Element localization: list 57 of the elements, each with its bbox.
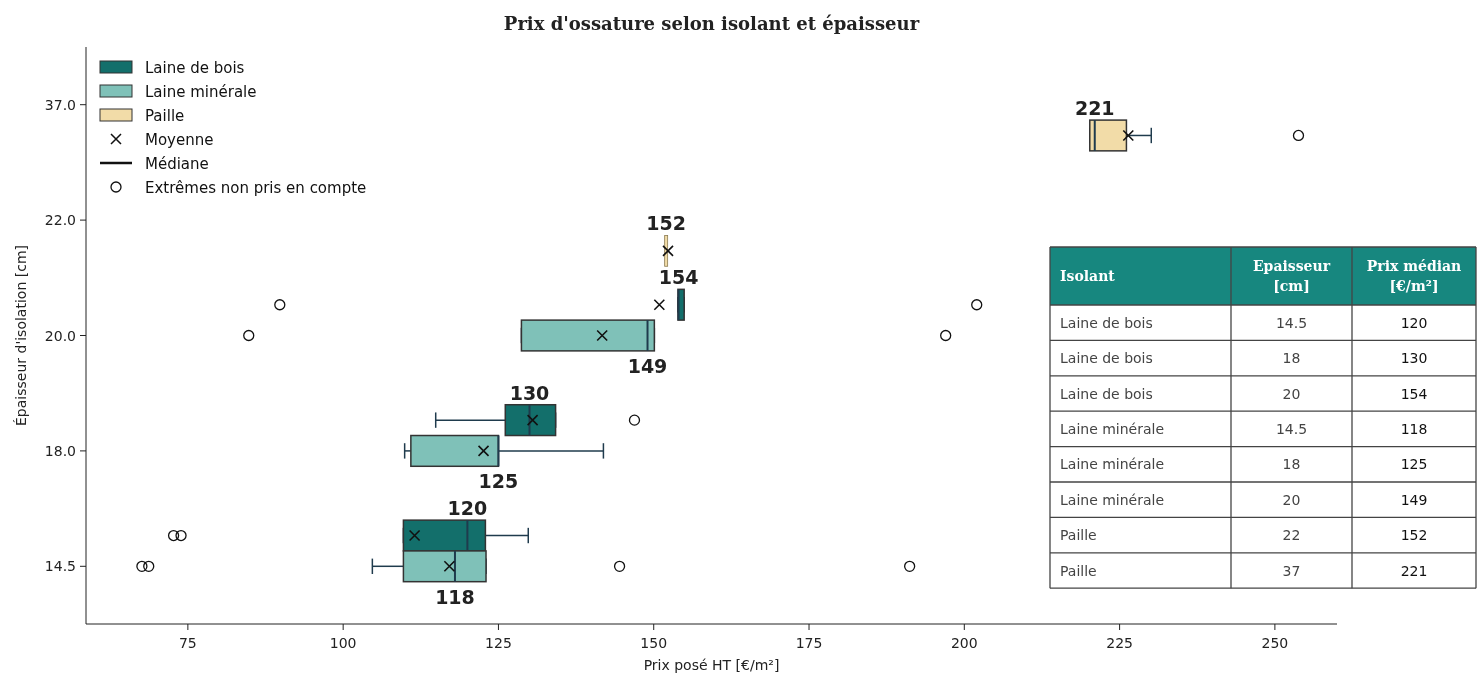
text: 152 <box>646 212 686 235</box>
text: 130 <box>509 381 550 404</box>
text: 120 <box>1400 314 1428 331</box>
legend-label: Paille <box>145 107 185 125</box>
text: 125 <box>478 470 519 493</box>
text: 37 <box>1282 562 1301 579</box>
text: 154 <box>1400 385 1428 402</box>
text: 18 <box>1282 350 1301 367</box>
x-tick-label: 175 <box>795 635 823 651</box>
text: 20 <box>1282 491 1301 508</box>
category-label: Prix médian [€/m²] <box>1366 258 1462 294</box>
x-tick-label: 250 <box>1261 635 1289 651</box>
category-label: Epaisseur [cm] <box>1252 258 1331 294</box>
x-tick-label: 75 <box>178 635 197 651</box>
category-label: Isolant <box>1060 268 1116 284</box>
x-axis-title: Prix posé HT [€/m²] <box>643 657 780 673</box>
x-tick-label: 100 <box>329 635 357 651</box>
text: 221 <box>1074 97 1115 120</box>
text: Laine de bois <box>1060 314 1153 331</box>
text: 118 <box>1400 420 1428 437</box>
text: 130 <box>1400 350 1428 367</box>
x-tick-label: 200 <box>950 635 978 651</box>
y-tick-label: 37.0 <box>44 96 76 113</box>
text: Paille <box>1060 527 1097 544</box>
text: 20 <box>1282 385 1301 402</box>
x-tick-label: 150 <box>640 635 668 651</box>
text: 149 <box>1400 491 1428 508</box>
text: 221 <box>1400 562 1428 579</box>
text: Laine de bois <box>1060 385 1153 402</box>
y-tick-label: 22.0 <box>44 212 76 229</box>
y-tick-label: 14.5 <box>44 558 76 575</box>
text: 149 <box>627 354 668 377</box>
annotation: Moyenne <box>145 131 214 149</box>
text: Laine minérale <box>1060 491 1165 508</box>
chart-title: Prix d'ossature selon isolant et épaisseur <box>503 13 920 34</box>
x-tick-label: 125 <box>485 635 512 651</box>
text: Laine de bois <box>1060 350 1153 367</box>
text: 125 <box>1400 456 1428 473</box>
legend-label: Laine minérale <box>145 83 257 101</box>
text: 22 <box>1282 527 1301 544</box>
text: Laine minérale <box>1060 420 1165 437</box>
annotation: Médiane <box>145 155 209 173</box>
y-tick-label: 18.0 <box>44 442 76 459</box>
x-tick-label: 225 <box>1106 635 1133 651</box>
text: 18 <box>1282 456 1301 473</box>
y-axis-title: Épaisseur d'isolation [cm] <box>13 245 29 426</box>
annotation: Extrêmes non pris en compte <box>145 179 367 197</box>
y-tick-label: 20.0 <box>44 327 76 344</box>
legend-label: Laine de bois <box>145 59 245 77</box>
text: 120 <box>447 497 488 520</box>
text: Laine minérale <box>1060 456 1165 473</box>
text: 118 <box>435 585 475 608</box>
text: 154 <box>658 266 699 289</box>
text: Paille <box>1060 562 1097 579</box>
text: 14.5 <box>1275 420 1308 437</box>
text: 14.5 <box>1275 314 1308 331</box>
text: 152 <box>1400 527 1428 544</box>
